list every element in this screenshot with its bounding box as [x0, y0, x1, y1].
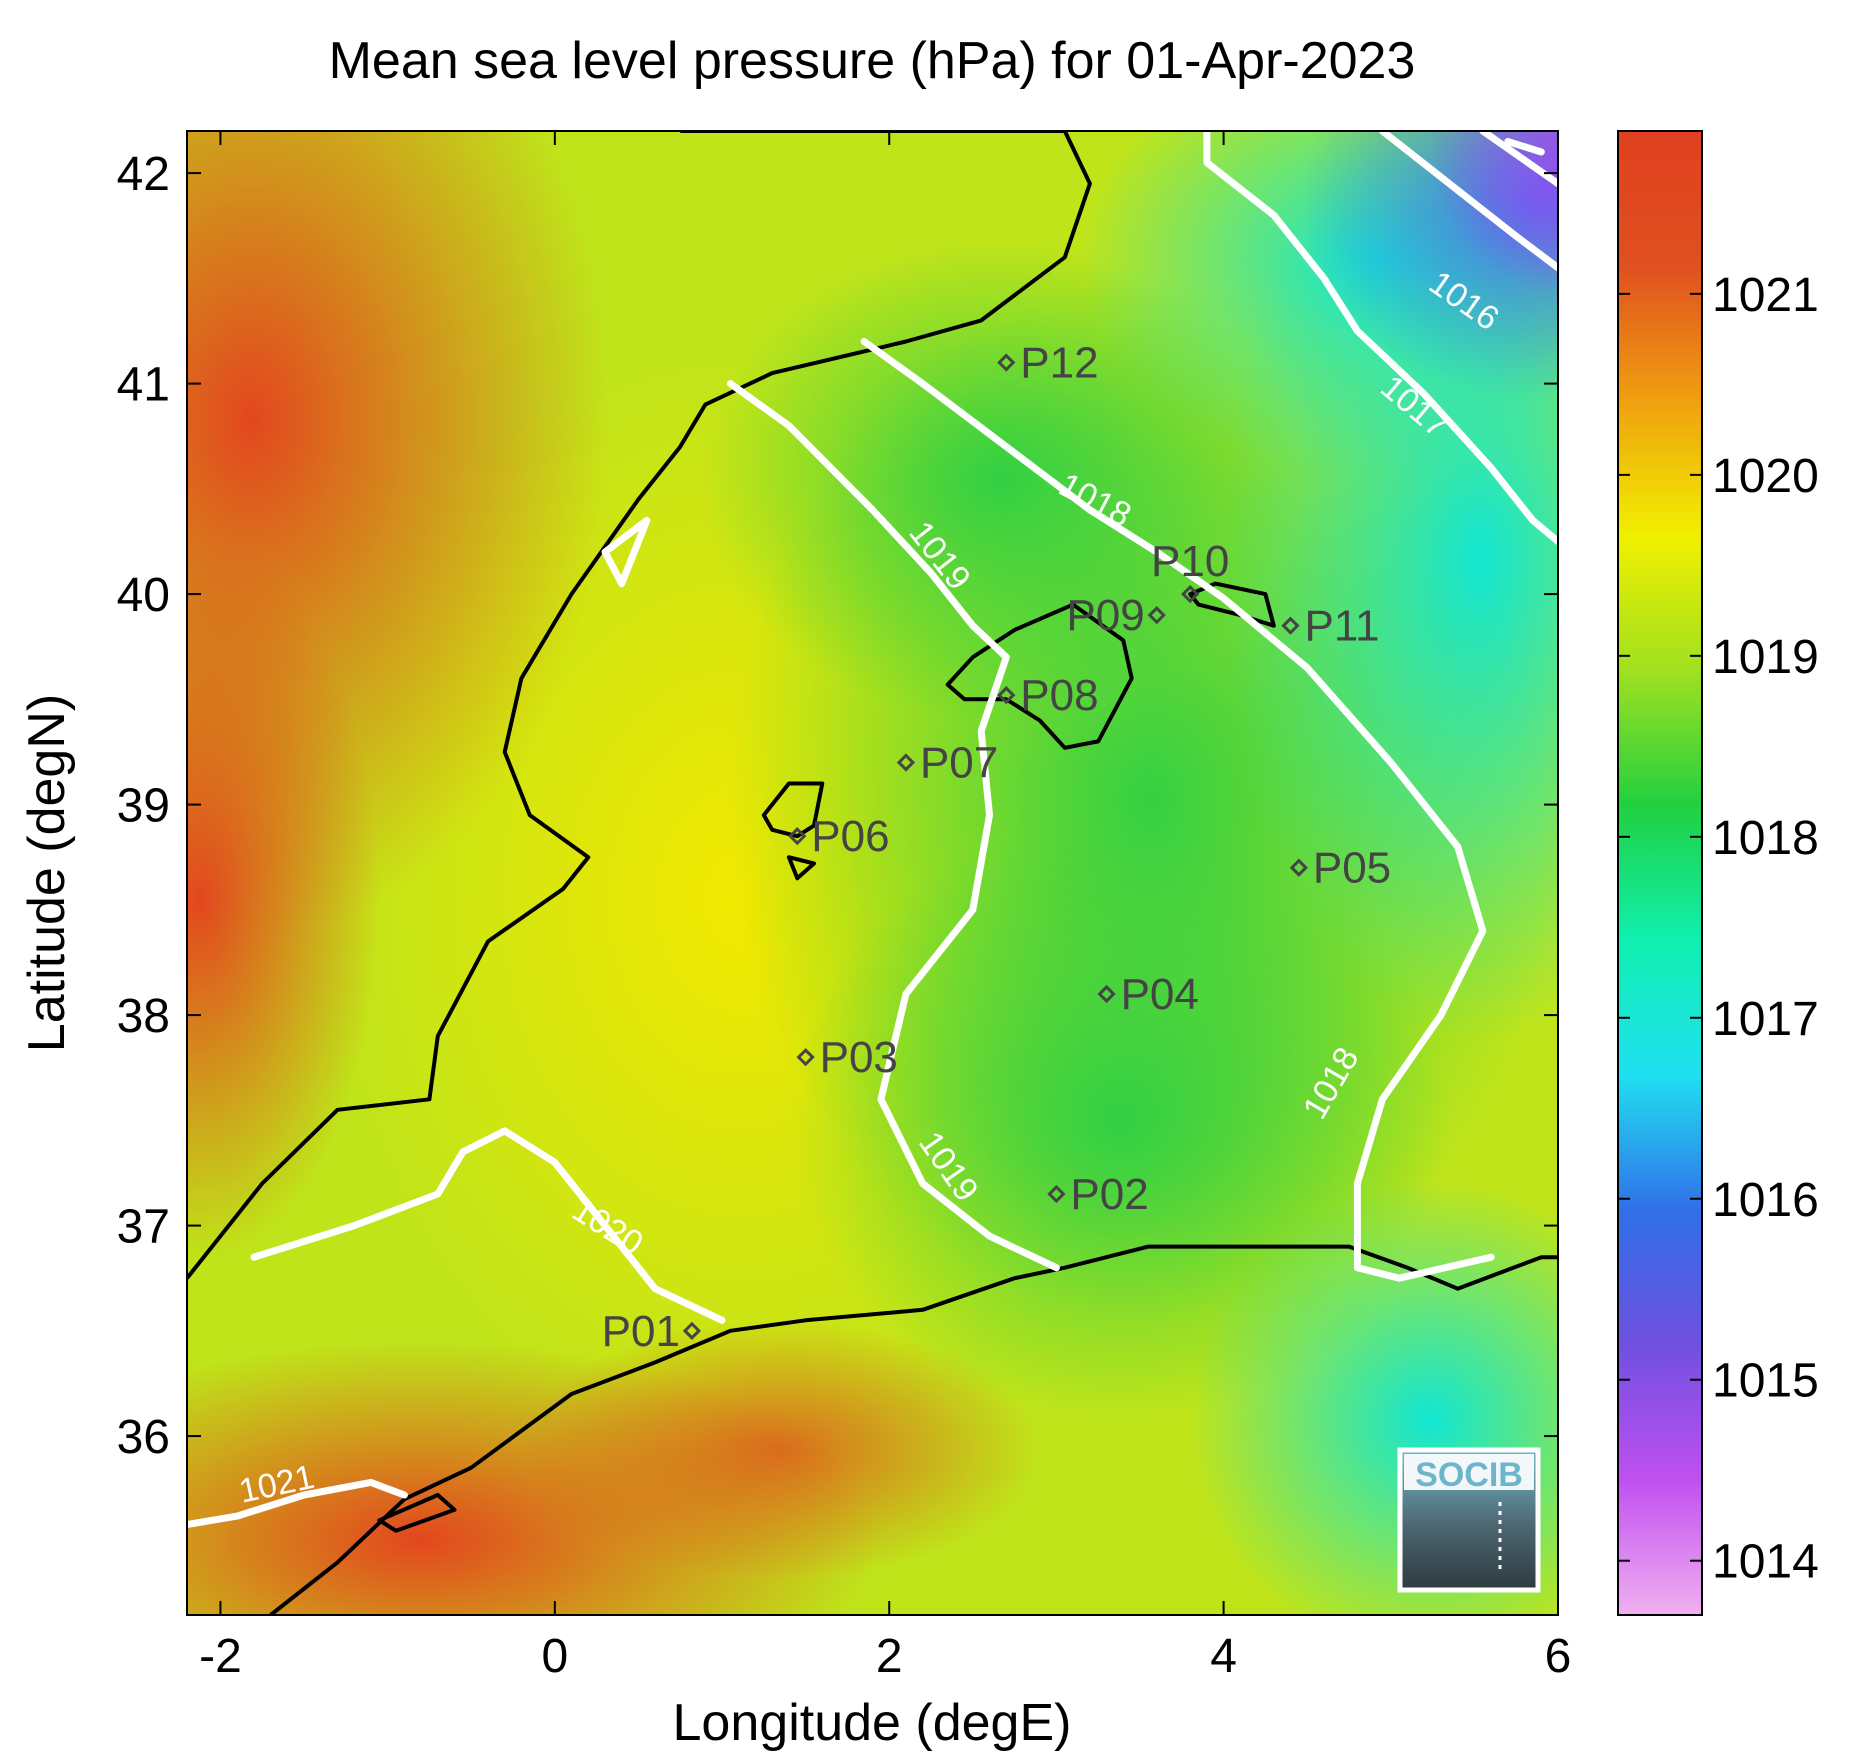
socib-logo-text: SOCIB [1415, 1456, 1523, 1494]
island-outline [786, 855, 816, 881]
isobar-line [1203, 131, 1558, 545]
colorbar-tick-label: 1015 [1712, 1355, 1819, 1408]
island-outline [761, 781, 825, 839]
isobars [187, 131, 1558, 1528]
coastline-segment [187, 131, 1092, 1280]
station-marker [682, 1321, 702, 1340]
colorbar-tick-label: 1017 [1712, 993, 1819, 1046]
colorbar-ticks: 1014 1015 1016 1017 1018 1019 1020 1021 [1618, 269, 1819, 1589]
x-tick-label: 2 [876, 1630, 903, 1683]
isobar-line [1378, 131, 1558, 272]
isobar-line [250, 1127, 726, 1324]
x-axis-label: Longitude (degE) [673, 1694, 1072, 1752]
x-tick-label: 4 [1210, 1630, 1237, 1683]
y-axis-ticks: 36 37 38 39 40 41 42 [117, 148, 1558, 1464]
colorbar [1617, 130, 1703, 1616]
x-tick-label: -2 [199, 1630, 242, 1683]
y-tick-label: 40 [117, 569, 170, 622]
station-label: P07 [920, 738, 998, 787]
station-marker [1097, 984, 1116, 1004]
station-marker [1047, 1184, 1066, 1204]
y-tick-label: 36 [117, 1411, 170, 1464]
island-outline [377, 1493, 457, 1533]
station-label: P04 [1121, 970, 1199, 1019]
station-marker [997, 686, 1016, 705]
chart-title: Mean sea level pressure (hPa) for 01-Apr… [329, 32, 1416, 90]
x-tick-label: 6 [1545, 1630, 1572, 1683]
colorbar-tick-label: 1019 [1712, 631, 1819, 684]
colorbar-tick-label: 1016 [1712, 1174, 1819, 1227]
colorbar-tick-label: 1014 [1712, 1536, 1819, 1589]
station-marker [896, 753, 916, 772]
x-axis-ticks: -2 0 2 4 6 [199, 131, 1571, 1683]
y-tick-label: 39 [117, 780, 170, 833]
station-label: P12 [1020, 339, 1098, 388]
y-tick-label: 41 [117, 359, 170, 412]
isobar-line [601, 516, 651, 588]
station-marker [1181, 584, 1200, 604]
station-label: P08 [1020, 671, 1098, 720]
station-label: P01 [602, 1307, 680, 1356]
colorbar-tick-label: 1020 [1712, 450, 1819, 503]
station-marker [1147, 606, 1166, 625]
station-marker [796, 1048, 815, 1067]
station-label: P10 [1151, 537, 1229, 586]
isobar-line [1504, 138, 1545, 156]
station-label: P11 [1304, 602, 1379, 651]
socib-logo: SOCIB [1397, 1447, 1541, 1593]
island-outline [1188, 581, 1276, 628]
isobar-line [726, 380, 1060, 1272]
station-label: P03 [820, 1033, 898, 1082]
station-label: P02 [1070, 1170, 1148, 1219]
station-marker [997, 353, 1016, 372]
station-label: P09 [1066, 591, 1144, 640]
y-tick-label: 37 [117, 1201, 170, 1254]
station-label: P06 [811, 812, 889, 861]
station-marker [788, 827, 807, 846]
island-outline [945, 602, 1134, 750]
colorbar-tick-label: 1018 [1712, 812, 1819, 865]
station-label: P05 [1313, 844, 1391, 893]
isobar-line [1479, 131, 1558, 188]
colorbar-tick-label: 1021 [1712, 269, 1819, 322]
plot-frame [186, 130, 1559, 1616]
y-tick-label: 38 [117, 990, 170, 1043]
isobar-line [187, 1478, 408, 1528]
x-tick-label: 0 [541, 1630, 568, 1683]
y-axis-label: Latitude (degN) [18, 694, 76, 1052]
isobar-line [860, 338, 1495, 1282]
pressure-field [187, 131, 1558, 1615]
station-marker [1281, 616, 1300, 635]
station-marker [1289, 858, 1308, 877]
y-tick-label: 42 [117, 148, 170, 201]
